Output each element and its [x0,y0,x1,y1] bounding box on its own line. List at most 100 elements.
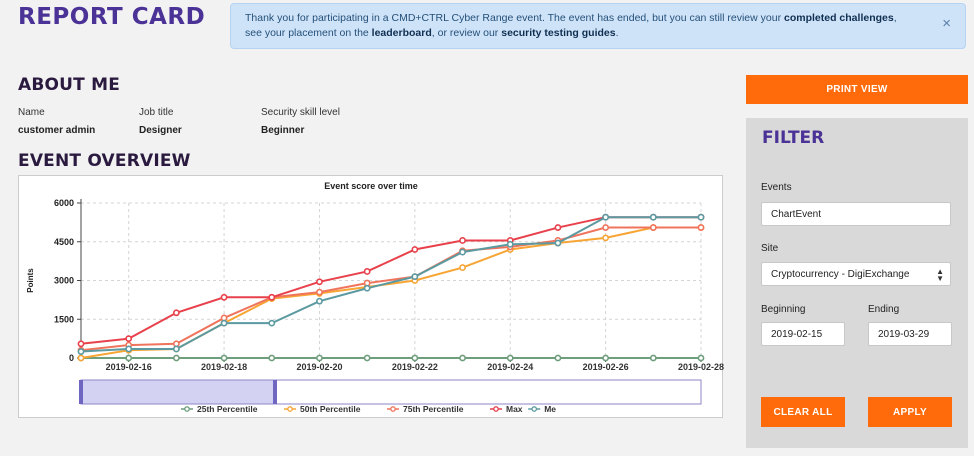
range-selector-window [80,379,276,405]
data-point [697,354,705,362]
apply-button[interactable]: APPLY [868,397,952,427]
data-point [411,246,419,253]
data-point [459,248,466,256]
name-label: Name [18,107,45,118]
legend-label: 50th Percentile [300,404,361,414]
legend-marker [390,406,396,412]
data-point [172,309,180,317]
data-point [697,224,705,231]
x-tick-label: 2019-02-24 [487,362,533,372]
data-point [697,213,705,221]
series-line [80,226,701,352]
skill-level-value: Beginner [261,125,305,136]
data-point [363,268,371,275]
events-label: Events [761,182,792,193]
chart-title: Event score over time [324,181,418,191]
data-point [172,354,180,362]
series-line [80,216,701,345]
select-arrows-icon: ▲ ▼ [936,267,944,283]
legend-marker [493,406,499,412]
y-tick-label: 4500 [54,237,74,247]
data-point [602,234,610,242]
data-point [649,224,657,231]
data-point [316,288,323,296]
ending-label: Ending [868,304,900,315]
about-me-heading: ABOUT ME [18,75,121,95]
data-point [411,273,419,281]
data-point [268,319,276,327]
data-point [268,354,276,362]
data-point [459,237,466,244]
data-point [316,297,323,305]
data-point [77,340,85,348]
y-tick-label: 1500 [54,314,74,324]
filter-panel: FILTER Events ChartEvent Site Cryptocurr… [746,118,968,448]
data-point [125,354,133,362]
data-point [602,354,610,362]
range-selector-handle [273,380,277,404]
notice-text: Thank you for participating in a CMD+CTR… [245,12,784,24]
completed-challenges-link[interactable]: completed challenges [784,12,894,24]
legend-marker [184,406,190,412]
legend-marker [531,406,538,412]
data-point [554,239,562,247]
y-tick-label: 3000 [54,276,74,286]
event-overview-heading: EVENT OVERVIEW [18,151,191,171]
x-tick-label: 2019-02-22 [392,362,438,372]
data-point [220,293,228,301]
data-point [459,264,466,271]
print-view-button[interactable]: PRINT VIEW [746,75,968,104]
data-point [172,345,180,353]
ending-date-input[interactable]: 2019-03-29 [868,322,952,346]
range-selector-handle [79,380,83,404]
data-point [125,335,133,343]
filter-heading: FILTER [762,128,825,148]
x-tick-label: 2019-02-16 [106,362,152,372]
beginning-date-input[interactable]: 2019-02-15 [761,322,845,346]
page-title: REPORT CARD [18,4,206,30]
data-point [220,354,228,362]
clear-all-button[interactable]: CLEAR ALL [761,397,845,427]
data-point [316,354,323,362]
data-point [506,240,514,248]
data-point [602,213,610,221]
job-title-value: Designer [139,125,182,136]
data-point [77,348,85,355]
data-point [411,354,419,362]
series-line [80,216,701,353]
legend-marker [287,406,293,412]
data-point [554,354,562,362]
series-line [80,226,701,359]
y-tick-label: 0 [69,353,74,363]
leaderboard-link[interactable]: leaderboard [371,27,432,39]
data-point [602,224,610,231]
data-point [363,354,371,362]
beginning-label: Beginning [761,304,806,315]
data-point [363,284,371,292]
data-point [268,293,276,301]
events-input[interactable]: ChartEvent [761,202,951,226]
job-title-label: Job title [139,107,174,118]
event-ended-notice: Thank you for participating in a CMD+CTR… [230,3,966,49]
score-chart: Event score over time 0 1500 3000 4500 6000 20… [18,175,724,418]
name-value: customer admin [18,125,96,136]
x-tick-label: 2019-02-18 [201,362,247,372]
close-icon[interactable]: × [942,15,951,32]
site-select[interactable]: Cryptocurrency - DigiExchange ▲ ▼ [761,262,951,286]
data-point [220,319,228,327]
legend-label: Max [506,404,523,414]
y-axis-label: Points [26,268,35,293]
security-testing-guides-link[interactable]: security testing guides [501,27,616,39]
data-point [459,354,466,362]
data-point [506,354,514,362]
site-label: Site [761,243,779,254]
x-tick-label: 2019-02-26 [583,362,629,372]
legend-label: 75th Percentile [403,404,464,414]
data-point [316,278,323,286]
x-tick-label: 2019-02-28 [678,362,724,372]
x-tick-label: 2019-02-20 [296,362,342,372]
skill-level-label: Security skill level [261,107,340,118]
data-point [649,354,657,362]
legend-label: 25th Percentile [197,404,258,414]
legend-label: Me [544,404,556,414]
